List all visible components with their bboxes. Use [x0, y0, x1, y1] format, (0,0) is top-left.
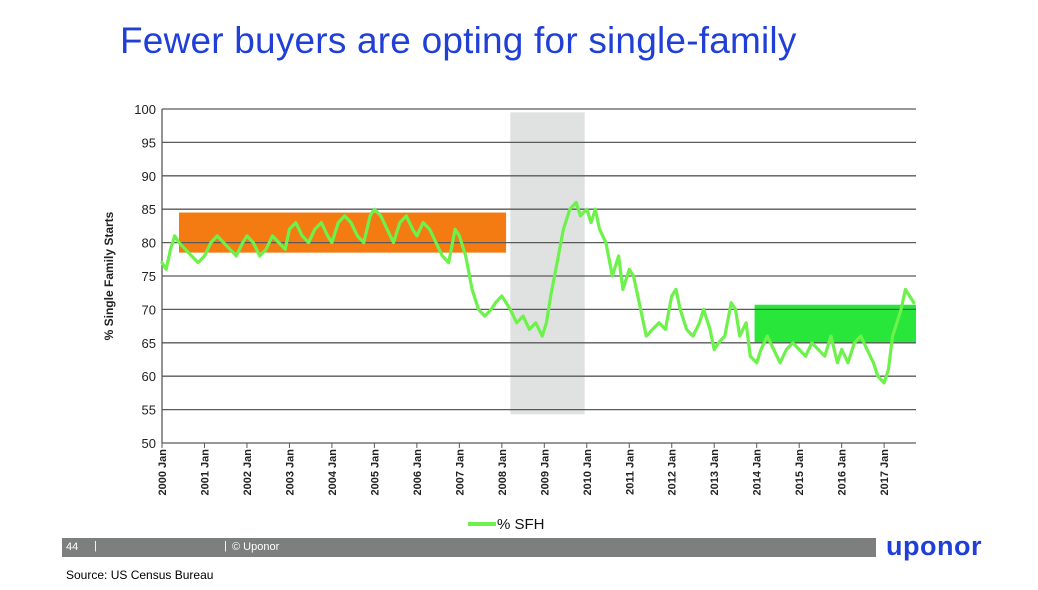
gray-band — [510, 112, 585, 415]
y-tick-label: 50 — [142, 436, 156, 451]
y-tick-label: 55 — [142, 403, 156, 418]
copyright-text: © Uponor — [232, 541, 280, 553]
x-tick-label: 2017 Jan — [879, 449, 891, 496]
y-tick-label: 75 — [142, 269, 156, 284]
y-axis-ticks: 50 55 60 65 70 75 80 85 90 95 100 — [134, 102, 156, 451]
x-tick-label: 2007 Jan — [454, 449, 466, 496]
green-band — [754, 304, 916, 343]
highlight-bands — [178, 112, 916, 415]
x-tick-label: 2015 Jan — [794, 449, 806, 496]
x-tick-label: 2010 Jan — [582, 449, 594, 496]
page-number: 44 — [66, 541, 79, 553]
y-tick-label: 95 — [142, 135, 156, 150]
y-tick-label: 60 — [142, 369, 156, 384]
series-line-sfh — [160, 200, 916, 385]
y-axis-label: % Single Family Starts — [102, 211, 116, 340]
x-tick-label: 2011 Jan — [624, 449, 636, 495]
x-tick-label: 2003 Jan — [284, 449, 296, 496]
y-tick-label: 80 — [142, 236, 156, 251]
x-tick-label: 2002 Jan — [242, 449, 254, 496]
footer-separator: | — [224, 540, 227, 552]
x-tick-label: 2013 Jan — [709, 449, 721, 496]
y-tick-label: 70 — [142, 302, 156, 317]
slide-title: Fewer buyers are opting for single-famil… — [120, 20, 797, 61]
x-tick-label: 2009 Jan — [539, 449, 551, 496]
source-note: Source: US Census Bureau — [66, 568, 214, 582]
x-tick-label: 2008 Jan — [497, 449, 509, 496]
x-axis-ticks: 2000 Jan 2001 Jan 2002 Jan 2003 Jan 2004 Jan… — [157, 443, 891, 495]
x-tick-label: 2004 Jan — [327, 449, 339, 496]
x-tick-label: 2014 Jan — [752, 449, 764, 496]
y-tick-label: 90 — [142, 169, 156, 184]
x-tick-label: 2001 Jan — [199, 449, 211, 496]
legend-label: % SFH — [497, 516, 545, 533]
y-tick-label: 65 — [142, 336, 156, 351]
y-tick-label: 85 — [142, 202, 156, 217]
footer-bar: 44 | | © Uponor — [62, 538, 876, 557]
footer-separator: | — [94, 540, 97, 552]
uponor-logo: uponor — [886, 531, 982, 561]
x-tick-label: 2006 Jan — [412, 449, 424, 496]
legend: % SFH — [468, 516, 545, 533]
x-tick-label: 2005 Jan — [369, 449, 381, 496]
series-lines — [160, 200, 916, 385]
x-tick-label: 2012 Jan — [667, 449, 679, 496]
y-tick-label: 100 — [134, 102, 156, 117]
x-tick-label: 2016 Jan — [837, 449, 849, 496]
grid-lines — [161, 108, 916, 444]
x-tick-label: 2000 Jan — [157, 449, 169, 496]
